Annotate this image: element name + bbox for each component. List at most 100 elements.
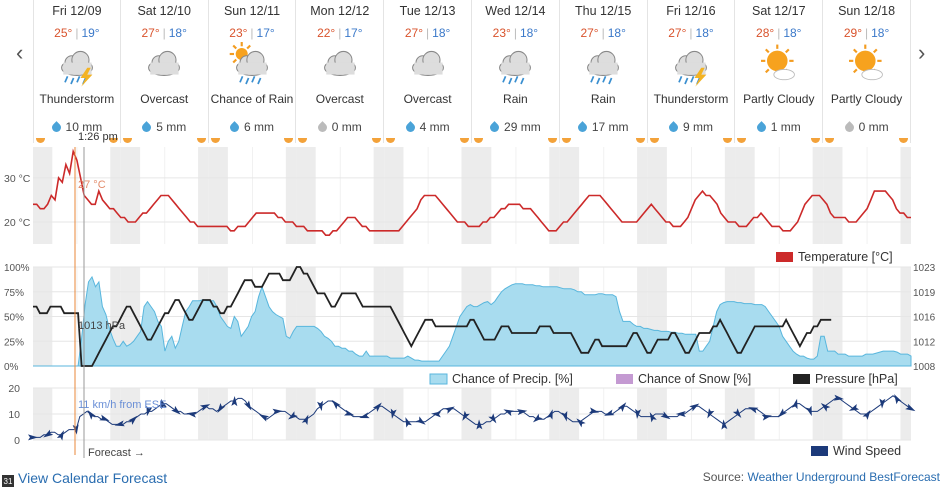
day-temps: 28° | 18° <box>756 26 802 40</box>
high-temp: 27° <box>141 26 160 40</box>
low-temp: 17° <box>344 26 363 40</box>
precip-value: 6 mm <box>243 120 274 134</box>
high-temp: 27° <box>668 26 687 40</box>
day-column[interactable]: Fri 12/09 25° | 19° Thunderstorm 10 mm <box>33 0 121 143</box>
day-temps: 27° | 18° <box>668 26 714 40</box>
low-temp: 18° <box>519 26 539 40</box>
condition-label: Thunderstorm <box>39 92 115 106</box>
wind-arrow-icon <box>317 400 323 412</box>
day-temps: 27° | 18° <box>141 26 187 40</box>
cursor-wind-label: 11 km/h from ESE <box>78 399 166 411</box>
precip-amount: 17 mm <box>560 120 647 134</box>
legend-wind-label: Wind Speed <box>833 444 901 458</box>
wind-arrow-icon <box>805 405 812 417</box>
pressure-axis-tick: 1008 <box>913 362 936 373</box>
calendar-icon: 31 <box>2 475 14 487</box>
sunrise-icon <box>36 138 45 143</box>
pressure-axis-tick: 1016 <box>913 313 936 324</box>
sunset-icon <box>372 138 382 143</box>
sunset-icon <box>811 138 821 143</box>
day-column[interactable]: Wed 12/14 23° | 18° Rain 29 mm <box>472 0 560 143</box>
wind-arrow-icon <box>546 409 553 420</box>
night-shade <box>461 147 472 244</box>
wind-arrow-icon <box>848 404 860 411</box>
wind-arrow-icon <box>862 409 871 420</box>
wind-arrow-icon <box>43 429 54 438</box>
overcast-icon <box>402 42 454 90</box>
day-name: Sun 12/18 <box>838 4 896 18</box>
precip-value: 17 mm <box>591 120 629 134</box>
legend-pressure-label: Pressure [hPa] <box>815 372 898 386</box>
pressure-axis-tick: 1023 <box>913 263 936 274</box>
wind-arrow-icon <box>660 411 671 420</box>
condition-label: Overcast <box>140 92 189 106</box>
wind-arrow-icon <box>301 414 309 425</box>
source-link[interactable]: Weather Underground BestForecast <box>747 470 940 484</box>
precip-axis-tick: 50% <box>4 313 24 324</box>
pressure-axis-tick: 1012 <box>913 337 936 348</box>
low-temp: 18° <box>168 26 187 40</box>
day-column[interactable]: Fri 12/16 27° | 18° Thunderstorm 9 mm <box>648 0 736 143</box>
day-column[interactable]: Mon 12/12 22° | 17° Overcast 0 mm <box>296 0 385 143</box>
day-column[interactable]: Tue 12/13 27° | 18° Overcast 4 mm <box>384 0 472 143</box>
cursor-time-label: 1:26 pm <box>78 131 118 143</box>
legend-temperature-swatch <box>776 252 793 262</box>
day-column[interactable]: Thu 12/15 27° | 18° Rain 17 mm <box>560 0 648 143</box>
day-name: Sat 12/17 <box>752 4 806 18</box>
high-temp: 23° <box>492 26 511 40</box>
overcast-icon <box>314 42 366 90</box>
high-temp: 28° <box>756 26 775 40</box>
sunrise-icon <box>561 138 571 143</box>
next-arrow-button[interactable]: › <box>918 40 926 65</box>
low-temp: 19° <box>81 26 100 40</box>
day-column[interactable]: Sat 12/10 27° | 18° Overcast 5 mm <box>121 0 209 143</box>
day-column[interactable]: Sat 12/17 28° | 18° Partly Cloudy 1 mm <box>735 0 824 143</box>
night-shade <box>120 147 141 244</box>
cursor-temp-label: 27 °C <box>78 179 106 191</box>
low-temp: 18° <box>432 26 451 40</box>
day-temps: 23° | 18° <box>492 26 539 40</box>
precip-axis-tick: 100% <box>4 263 30 274</box>
wind-speed-line <box>33 395 912 438</box>
condition-label: Overcast <box>315 92 364 106</box>
wind-arrow-icon <box>199 404 211 411</box>
night-shade <box>208 147 228 244</box>
wind-arrow-icon <box>588 407 600 414</box>
day-name: Fri 12/16 <box>666 4 716 18</box>
wind-arrow-icon <box>675 411 686 417</box>
wind-arrow-icon <box>231 396 238 407</box>
day-name: Fri 12/09 <box>52 4 102 18</box>
night-shade <box>637 147 648 244</box>
partly-cloudy-icon <box>753 42 805 90</box>
view-calendar-link[interactable]: 31 View Calendar Forecast <box>2 470 167 487</box>
sunset-icon <box>284 138 294 143</box>
forecast-label: Forecast → <box>88 447 145 459</box>
day-temps: 23° | 17° <box>229 26 275 40</box>
wind-arrow-icon <box>503 409 514 417</box>
precip-amount: 1 mm <box>735 120 822 134</box>
wind-arrow-icon <box>444 406 455 414</box>
wind-arrow-icon <box>488 413 497 424</box>
prev-arrow-button[interactable]: ‹ <box>16 40 24 65</box>
precip-value: 29 mm <box>504 120 541 134</box>
precip-value: 0 mm <box>858 120 889 134</box>
night-shade <box>559 147 580 244</box>
overcast-icon <box>138 42 190 90</box>
wind-arrow-icon <box>894 394 902 405</box>
source-credit: Source: Weather Underground BestForecast <box>703 470 940 484</box>
precip-axis-tick: 75% <box>4 288 24 299</box>
night-shade <box>549 147 560 244</box>
wind-arrow-icon <box>359 412 370 419</box>
legend-wind-swatch <box>811 446 828 456</box>
day-column[interactable]: Sun 12/11 23° | 17° Chance of Rain 6 mm <box>209 0 297 143</box>
rain-icon <box>577 42 629 90</box>
low-temp: 18° <box>607 26 626 40</box>
day-column[interactable]: Sun 12/18 29° | 18° Partly Cloudy 0 mm <box>823 0 911 143</box>
night-shade <box>198 147 209 244</box>
wind-arrow-icon <box>777 408 788 418</box>
night-shade <box>647 147 667 244</box>
view-calendar-label[interactable]: View Calendar Forecast <box>18 470 168 486</box>
sunrise-icon <box>737 138 747 143</box>
sunrise-icon <box>825 138 835 143</box>
high-temp: 27° <box>404 26 424 40</box>
